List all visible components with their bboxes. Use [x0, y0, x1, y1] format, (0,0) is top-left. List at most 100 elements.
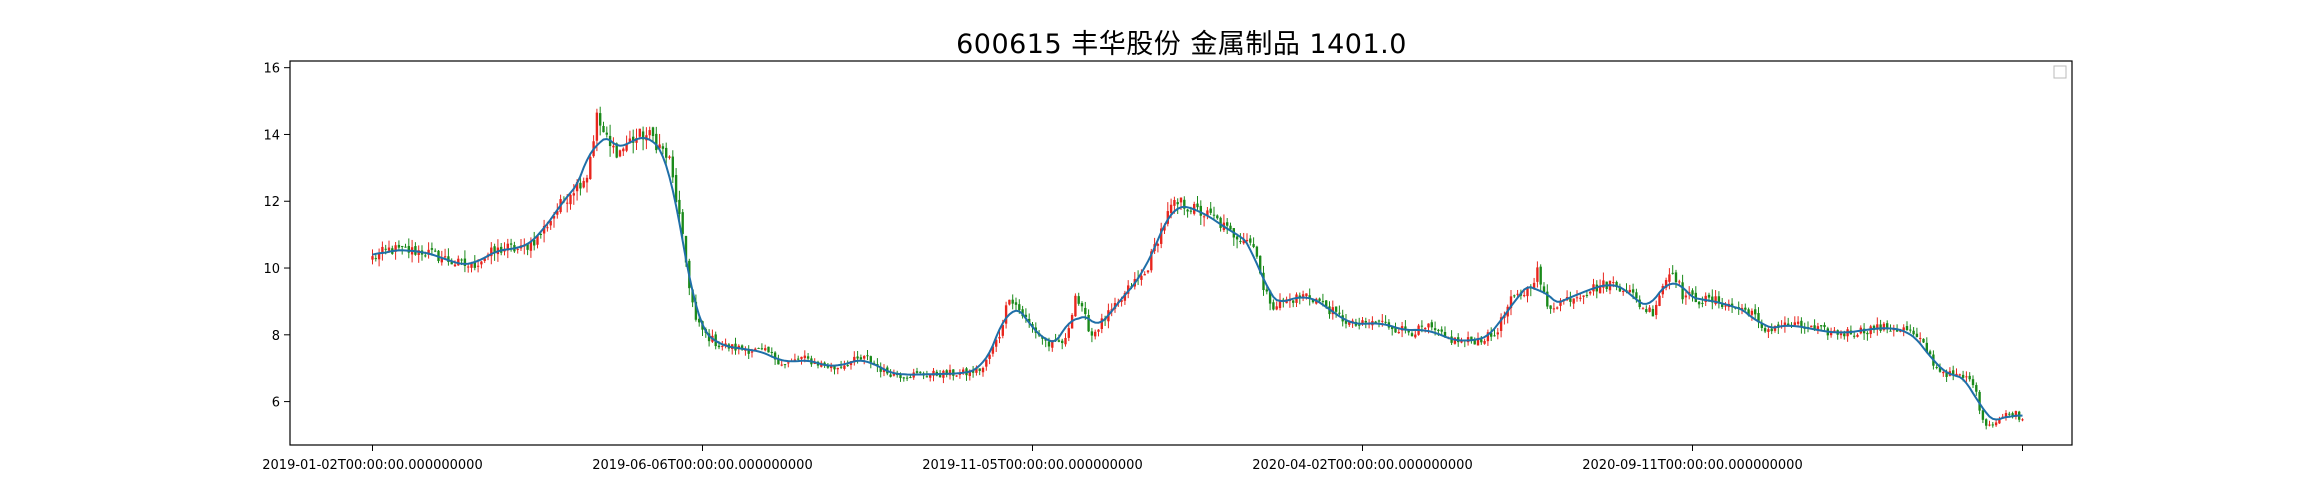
candle-body	[826, 365, 830, 368]
candle-body	[1635, 292, 1638, 299]
candle-body	[1239, 240, 1242, 242]
candle-body	[1186, 209, 1189, 212]
candle-body	[681, 212, 684, 234]
candle-body	[605, 132, 608, 135]
candle-body	[674, 175, 678, 203]
candle-body	[377, 253, 381, 260]
candle-body	[1866, 332, 1869, 335]
candle-body	[473, 262, 476, 268]
candle-body	[1229, 225, 1232, 230]
candle-body	[2021, 419, 2024, 421]
candle-body	[1216, 215, 1219, 219]
candle-body	[1364, 320, 1367, 323]
candle-body	[641, 131, 645, 140]
candle-body	[1704, 295, 1707, 303]
y-tick-label: 16	[263, 62, 280, 77]
candle-body	[447, 256, 450, 262]
candle-body	[493, 246, 496, 253]
candle-body	[1259, 255, 1262, 274]
candle-body	[1961, 374, 1965, 378]
candle-body	[1975, 385, 1978, 392]
candle-body	[905, 377, 909, 379]
candle-body	[1202, 216, 1206, 218]
candle-body	[655, 133, 658, 151]
candle-body	[618, 150, 622, 157]
candle-body	[1770, 328, 1773, 332]
candle-body	[1404, 326, 1407, 331]
candle-body	[1912, 330, 1915, 335]
candle-body	[615, 143, 618, 158]
candle-body	[1311, 299, 1315, 303]
chart-title: 600615 丰华股份 金属制品 1401.0	[956, 29, 1407, 60]
candle-body	[1440, 329, 1443, 332]
candle-body	[658, 144, 661, 149]
candle-body	[678, 199, 681, 215]
candle-body	[806, 356, 810, 359]
candle-body	[1536, 267, 1539, 282]
candle-body	[740, 345, 744, 350]
candle-body	[1572, 298, 1575, 304]
candle-body	[929, 374, 932, 378]
candle-body	[1905, 326, 1909, 331]
candle-body	[1183, 199, 1186, 209]
candle-body	[1100, 318, 1103, 330]
candle-body	[1622, 291, 1625, 293]
candle-body	[1598, 286, 1602, 294]
candle-body	[925, 376, 929, 378]
candle-body	[856, 356, 859, 359]
candle-body	[1981, 410, 1985, 420]
candle-body	[1839, 333, 1843, 336]
candle-body	[1813, 325, 1816, 329]
candle-body	[780, 364, 783, 366]
candle-body	[773, 352, 777, 360]
candle-body	[1420, 325, 1424, 327]
candle-body	[569, 194, 572, 205]
candle-body	[1308, 295, 1311, 299]
candle-body	[1714, 296, 1717, 305]
candle-body	[1763, 328, 1767, 332]
candle-body	[1615, 281, 1618, 287]
candle-body	[707, 333, 711, 342]
candle-body	[1381, 320, 1384, 322]
candle-body	[575, 182, 579, 192]
candle-body	[625, 144, 628, 151]
chart-marks	[371, 106, 2024, 430]
candle-body	[539, 233, 542, 235]
candle-body	[1061, 340, 1064, 344]
candle-body	[1968, 375, 1971, 380]
candle-body	[506, 243, 509, 251]
candle-body	[1876, 324, 1879, 330]
candle-body	[1021, 309, 1024, 317]
candle-body	[830, 365, 833, 369]
candle-body	[1499, 317, 1503, 331]
candle-body	[1526, 287, 1529, 297]
candle-body	[1869, 326, 1872, 335]
candle-body	[1744, 307, 1747, 310]
candle-body	[401, 245, 404, 247]
candle-body	[1493, 335, 1496, 337]
candle-body	[1552, 308, 1556, 310]
candle-body	[1787, 323, 1790, 326]
candle-body	[1011, 299, 1014, 304]
candle-body	[671, 156, 674, 178]
x-tick-label: 2019-06-06T00:00:00.000000000	[592, 458, 812, 473]
candle-body	[1546, 291, 1549, 307]
candle-body	[919, 371, 922, 373]
candle-body	[1730, 303, 1734, 307]
candle-body	[1800, 320, 1803, 327]
candle-body	[1173, 200, 1176, 206]
x-tick-label: 2020-04-02T00:00:00.000000000	[1252, 458, 1472, 473]
candle-body	[1160, 228, 1163, 244]
candle-body	[1575, 297, 1579, 299]
candle-body	[1582, 295, 1585, 297]
candle-body	[1721, 304, 1724, 308]
candle-body	[1166, 211, 1169, 224]
candle-body	[1490, 332, 1493, 337]
candle-body	[2008, 413, 2011, 415]
candle-body	[599, 113, 602, 126]
candle-body	[374, 258, 377, 260]
candle-body	[1628, 289, 1631, 293]
candle-body	[694, 301, 698, 320]
candle-body	[1602, 280, 1605, 288]
candle-body	[1664, 280, 1668, 288]
